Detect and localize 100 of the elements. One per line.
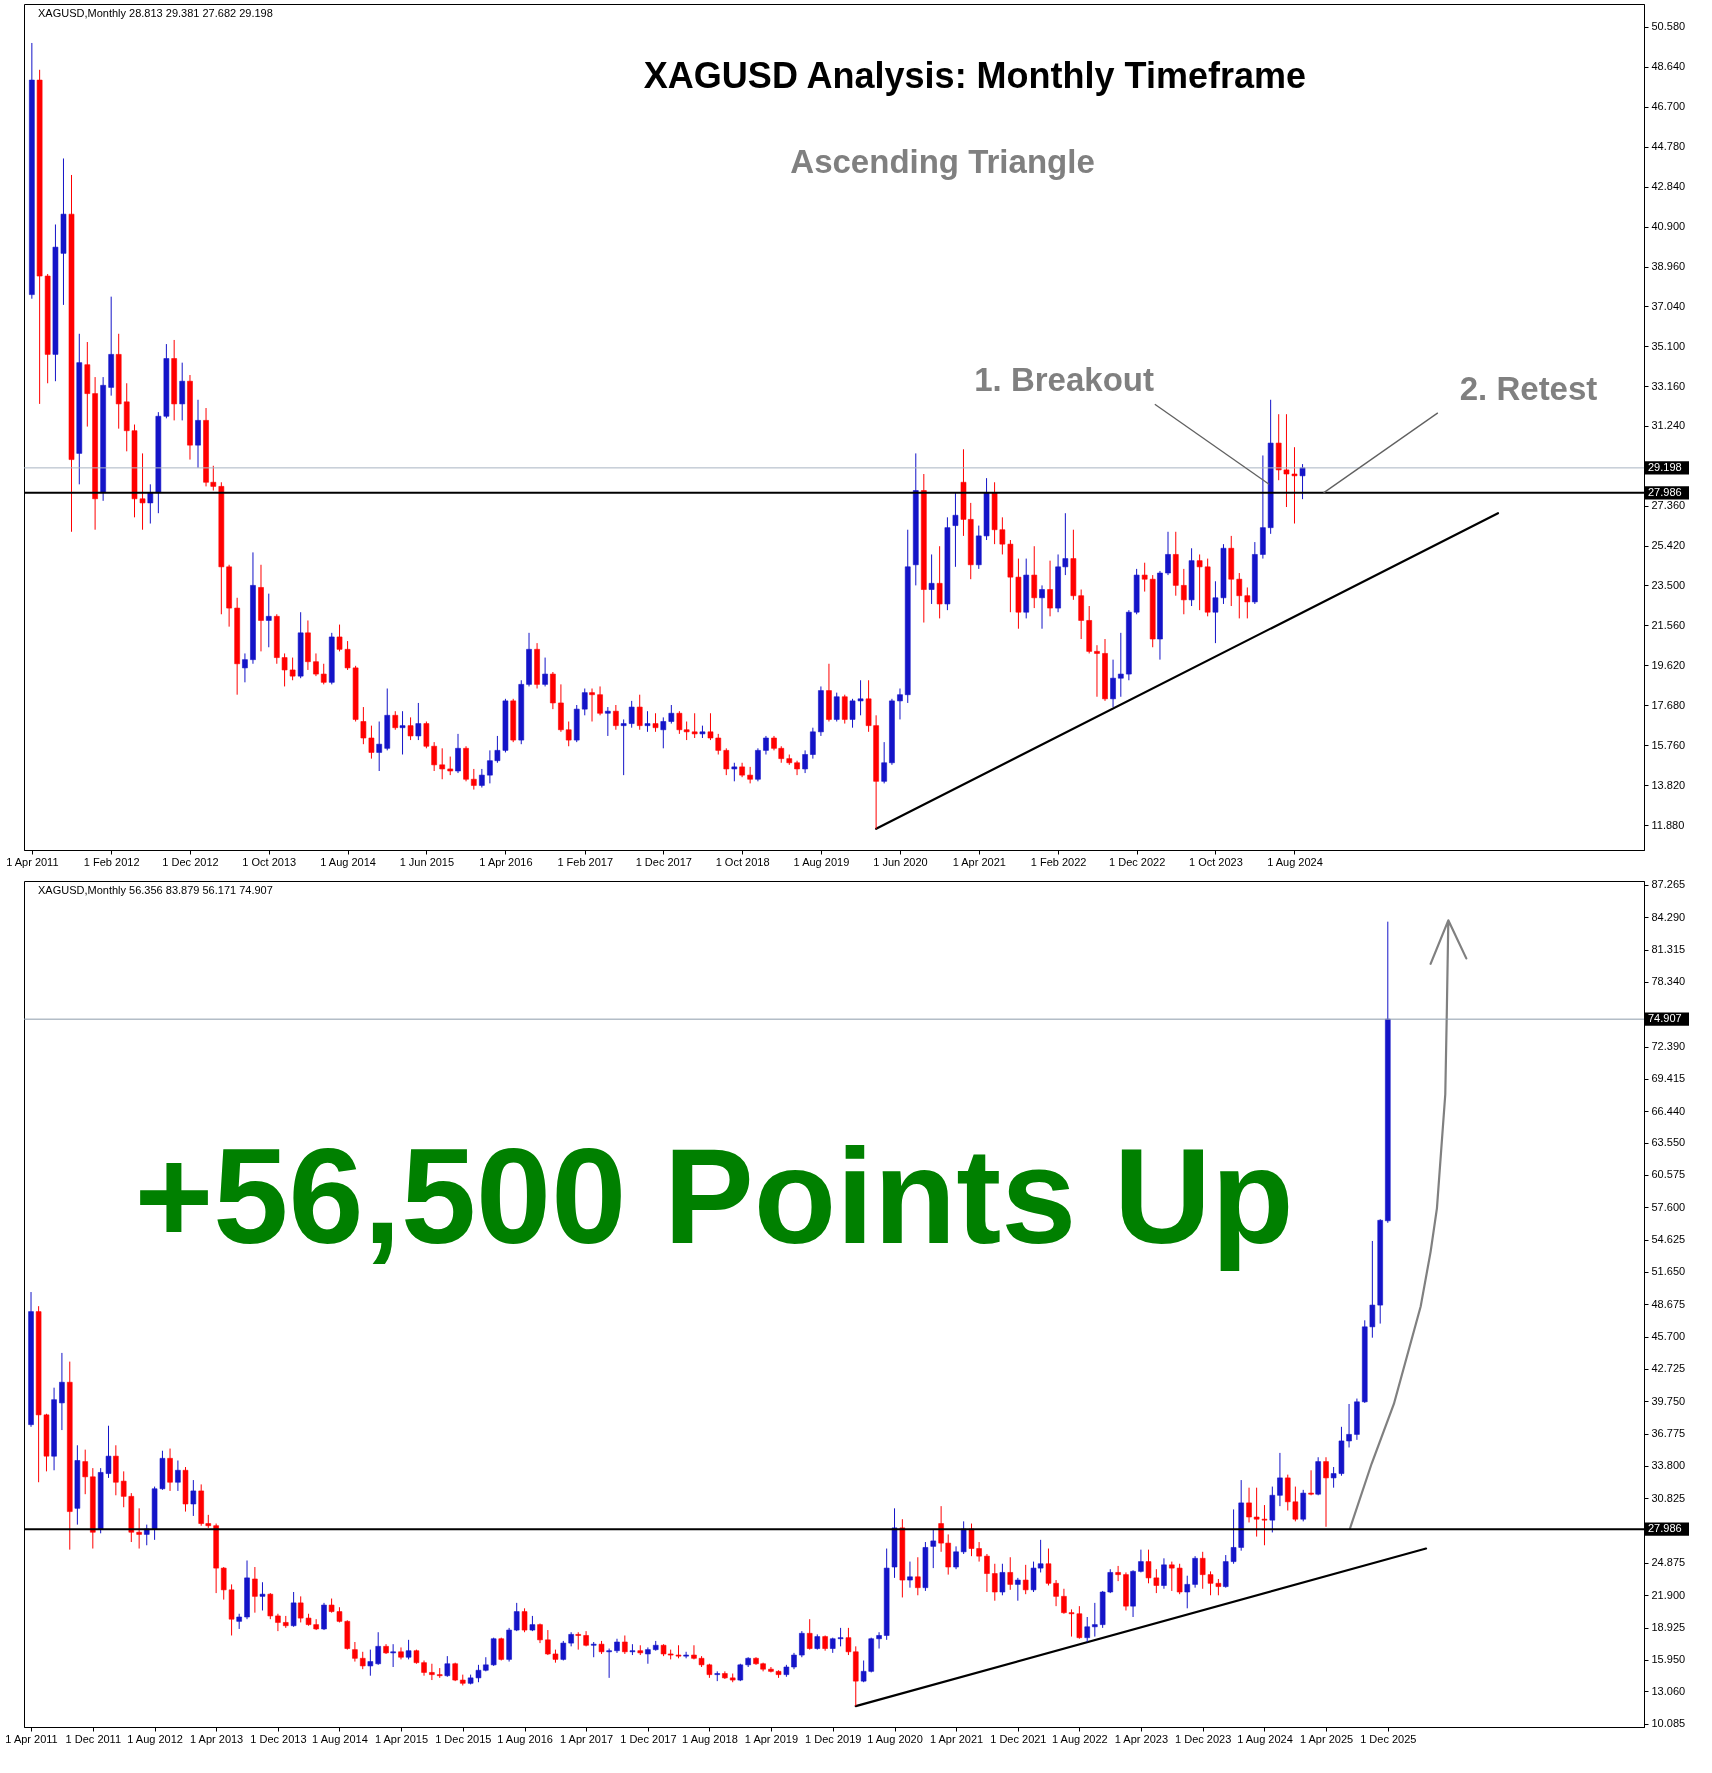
candlestick <box>984 1553 990 1593</box>
candlestick <box>447 756 454 776</box>
x-tick-label: 1 Aug 2019 <box>793 855 850 868</box>
y-tick-label: 21.900 <box>1651 1588 1686 1601</box>
candlestick <box>59 1352 65 1431</box>
candlestick <box>833 692 840 723</box>
y-tick-label: 46.700 <box>1651 100 1686 113</box>
x-tick-label: 1 Dec 2015 <box>435 1732 492 1745</box>
candlestick <box>144 1524 150 1546</box>
y-tick-label: 87.265 <box>1651 878 1686 891</box>
y-tick-label: 11.880 <box>1651 818 1685 831</box>
candlestick <box>399 710 406 756</box>
annotation: XAGUSD,Monthly 28.813 29.381 27.682 29.198 <box>38 7 273 19</box>
y-tick-label: 48.640 <box>1651 60 1686 73</box>
candlestick <box>1094 644 1100 698</box>
candlestick <box>367 1649 374 1677</box>
candlestick <box>1181 568 1187 615</box>
y-tick-label: 38.960 <box>1651 260 1686 273</box>
y-tick-label: 84.290 <box>1651 910 1686 923</box>
y-tick-label: 33.800 <box>1651 1459 1686 1472</box>
candlestick <box>876 1631 882 1650</box>
x-tick-label: 1 Dec 2012 <box>162 855 219 868</box>
x-tick-label: 1 Apr 2017 <box>559 1732 614 1745</box>
candlestick <box>645 1646 651 1665</box>
candlestick <box>907 1561 913 1589</box>
candlestick <box>1169 1561 1175 1592</box>
x-tick-label: 1 Oct 2013 <box>242 855 297 868</box>
candlestick <box>999 1563 1006 1596</box>
candlestick <box>1031 545 1038 609</box>
candlestick <box>1165 531 1171 576</box>
candlestick <box>375 1631 381 1666</box>
y-tick-label: 60.575 <box>1651 1168 1686 1181</box>
y-tick-label: 54.625 <box>1651 1233 1686 1246</box>
y-tick-label: 45.700 <box>1651 1330 1686 1343</box>
y-tick-label: 40.900 <box>1651 220 1686 233</box>
candlestick <box>513 1602 520 1632</box>
candlestick <box>1047 560 1053 617</box>
y-tick-label: 66.440 <box>1651 1104 1686 1117</box>
y-tick-label: 69.415 <box>1651 1072 1686 1085</box>
candlestick <box>1115 1565 1121 1582</box>
y-tick-label: 51.650 <box>1651 1265 1686 1278</box>
candlestick <box>810 727 816 760</box>
candlestick <box>265 593 272 648</box>
candlestick <box>636 694 643 731</box>
candlestick <box>1277 1452 1283 1507</box>
candlestick <box>799 1630 805 1658</box>
candlestick <box>763 735 769 756</box>
x-tick-label: 1 Dec 2017 <box>620 1732 677 1745</box>
x-tick-label: 1 Aug 2022 <box>1052 1732 1108 1745</box>
y-tick-label: 78.340 <box>1651 975 1686 988</box>
ref-line-label: 27.986 <box>1648 1522 1682 1535</box>
candlestick <box>953 1545 959 1570</box>
x-tick-label: 1 Apr 2019 <box>744 1732 799 1745</box>
candlestick <box>960 1520 967 1555</box>
ref-line-label: 27.986 <box>1648 485 1682 498</box>
y-tick-label: 36.775 <box>1651 1427 1686 1440</box>
annotation: 1. Breakout <box>974 361 1154 399</box>
candlestick <box>881 741 887 784</box>
x-tick-label: 1 Dec 2013 <box>250 1732 307 1745</box>
x-tick-label: 1 Aug 2014 <box>320 855 376 868</box>
candlestick <box>252 1566 258 1614</box>
x-tick-label: 1 Dec 2019 <box>805 1732 862 1745</box>
candlestick <box>1015 1577 1021 1602</box>
x-tick-label: 1 Dec 2022 <box>1109 855 1166 868</box>
candlestick <box>841 694 848 725</box>
x-tick-label: 1 Dec 2021 <box>990 1732 1047 1745</box>
y-tick-label: 37.040 <box>1651 299 1686 312</box>
x-tick-label: 1 Apr 2013 <box>190 1732 244 1745</box>
candlestick <box>622 1634 628 1655</box>
candlestick <box>597 685 603 716</box>
candlestick <box>806 1618 813 1651</box>
candlestick <box>606 1648 612 1679</box>
y-tick-label: 31.240 <box>1651 419 1686 432</box>
x-tick-label: 1 Aug 2014 <box>312 1732 368 1745</box>
x-tick-label: 1 Aug 2020 <box>867 1732 923 1745</box>
y-tick-label: 63.550 <box>1651 1136 1686 1149</box>
candlestick <box>1196 553 1203 611</box>
x-tick-label: 1 Dec 2023 <box>1175 1732 1232 1745</box>
candlestick <box>320 663 327 685</box>
candlestick <box>952 492 959 568</box>
y-tick-label: 19.620 <box>1651 658 1686 671</box>
candlestick <box>723 747 730 776</box>
candlestick <box>731 762 738 782</box>
candlestick <box>1084 1616 1090 1643</box>
x-tick-label: 1 Feb 2017 <box>557 855 614 868</box>
candlestick <box>992 1563 998 1602</box>
y-tick-label: 33.160 <box>1651 379 1686 392</box>
candlestick <box>542 657 548 687</box>
x-tick-label: 1 Apr 2015 <box>374 1732 429 1745</box>
x-tick-label: 1 Jun 2015 <box>399 855 455 868</box>
candlestick <box>644 710 651 733</box>
y-tick-label: 25.420 <box>1651 539 1686 552</box>
candlestick <box>190 1479 197 1517</box>
x-tick-label: 1 Oct 2023 <box>1189 855 1243 868</box>
x-tick-label: 1 Feb 2012 <box>83 855 140 868</box>
candlestick <box>1308 1469 1314 1496</box>
candlestick <box>915 1556 921 1596</box>
candlestick <box>471 768 477 791</box>
candlestick <box>930 1528 937 1569</box>
y-tick-label: 24.875 <box>1651 1556 1686 1569</box>
